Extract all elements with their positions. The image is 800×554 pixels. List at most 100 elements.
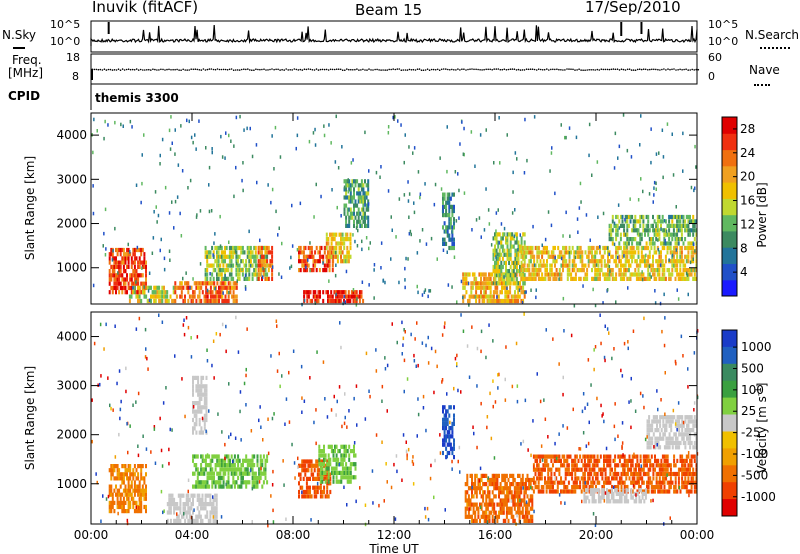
heat-cell (568, 126, 571, 130)
heat-cell (470, 285, 473, 290)
nave-label: Nave (749, 63, 780, 77)
heat-cell (689, 489, 691, 494)
heat-cell (215, 510, 218, 515)
heat-cell (524, 518, 527, 523)
heat-cell (327, 457, 330, 462)
heat-cell (464, 514, 467, 519)
heat-cell (658, 237, 661, 242)
heat-cell (489, 272, 492, 277)
heat-cell (200, 405, 203, 410)
heat-cell (663, 219, 666, 223)
heat-cell (491, 473, 494, 478)
heat-cell (626, 471, 629, 477)
heat-cell (645, 245, 648, 251)
heat-cell (595, 476, 597, 481)
heat-cell (204, 245, 207, 251)
heat-cell (195, 147, 197, 151)
heat-cell (151, 251, 154, 255)
heat-cell (465, 290, 468, 295)
heat-cell (446, 125, 448, 129)
heat-cell (307, 294, 310, 299)
heat-cell (307, 254, 310, 259)
heat-cell (615, 476, 618, 481)
heat-cell (677, 272, 680, 277)
heat-cell (601, 471, 604, 477)
heat-cell (558, 467, 561, 472)
heat-cell (253, 484, 256, 489)
freq-point (594, 69, 596, 71)
heat-cell (657, 489, 660, 494)
heat-cell (335, 457, 338, 462)
heat-cell (623, 463, 626, 468)
heat-cell (453, 405, 455, 410)
heat-cell (210, 506, 213, 511)
heat-cell (446, 250, 448, 254)
heat-cell (243, 250, 246, 255)
heat-cell (368, 169, 370, 173)
heat-cell (141, 260, 144, 265)
heat-cell (209, 285, 212, 290)
heat-cell (673, 471, 676, 477)
heat-cell (140, 252, 143, 257)
heat-cell (504, 518, 507, 523)
heat-cell (491, 518, 494, 523)
heat-cell (237, 259, 239, 264)
heat-cell (558, 458, 561, 463)
heat-cell (232, 480, 235, 485)
heat-cell (211, 263, 214, 268)
heat-cell (552, 463, 554, 468)
heat-cell (663, 232, 666, 237)
heat-cell (351, 179, 354, 184)
freq-point (552, 68, 554, 71)
heat-cell (647, 480, 650, 485)
heat-cell (518, 486, 521, 491)
heat-cell (669, 485, 672, 490)
heat-cell (624, 232, 627, 237)
heat-cell (550, 254, 553, 259)
heat-cell (195, 281, 198, 286)
heat-cell (443, 438, 446, 443)
heat-cell (674, 485, 677, 490)
heat-cell (328, 268, 331, 273)
heat-cell (659, 263, 662, 267)
heat-cell (591, 268, 593, 273)
heat-cell (685, 471, 688, 477)
heat-cell (448, 405, 451, 410)
heat-cell (329, 462, 332, 467)
heat-cell (222, 268, 225, 273)
heat-cell (526, 473, 529, 478)
heat-cell (607, 250, 609, 255)
heat-cell (343, 470, 346, 475)
heat-cell (498, 494, 500, 499)
heat-cell (623, 458, 626, 463)
heat-cell (121, 504, 124, 510)
heat-cell (687, 241, 690, 246)
heat-cell (669, 276, 672, 281)
heat-cell (190, 135, 193, 140)
heat-cell (615, 463, 618, 468)
heat-cell (463, 191, 466, 195)
heat-cell (448, 204, 451, 209)
heat-cell (597, 272, 600, 277)
heat-cell (126, 492, 128, 497)
heat-cell (391, 228, 393, 232)
heat-cell (333, 232, 336, 237)
heat-cell (362, 219, 365, 224)
heat-cell (458, 216, 460, 220)
heat-cell (520, 272, 523, 277)
heat-cell (425, 242, 428, 246)
heat-cell (517, 486, 519, 491)
heat-cell (137, 273, 140, 278)
heat-cell (214, 518, 217, 523)
heat-cell (557, 245, 560, 251)
heat-cell (216, 281, 219, 286)
heat-cell (405, 256, 407, 261)
freq-point (99, 68, 102, 71)
heat-cell (669, 241, 672, 246)
heat-cell (159, 248, 161, 253)
heat-cell (517, 244, 520, 249)
heat-cell (206, 514, 209, 519)
heat-cell (547, 463, 550, 468)
heat-cell (145, 496, 147, 501)
heat-cell (466, 514, 469, 519)
